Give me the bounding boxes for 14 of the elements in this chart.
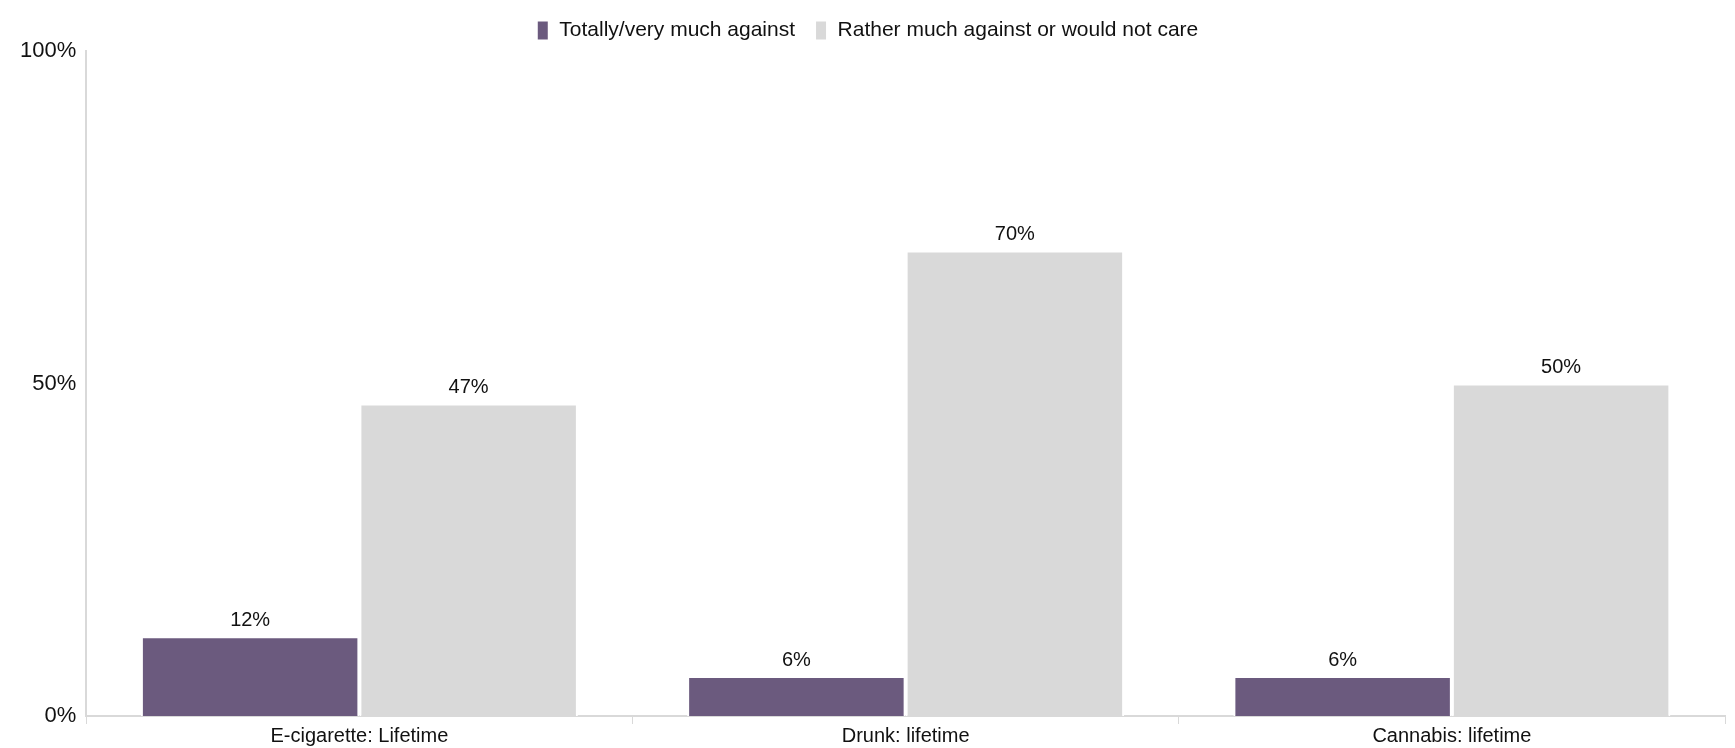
data-label: 12% (230, 607, 271, 630)
data-label: 47% (448, 374, 489, 397)
y-tick-label: 100% (19, 37, 77, 63)
legend-label: Totally/very much against (559, 17, 796, 41)
x-tick-label: Cannabis: lifetime (1372, 723, 1532, 746)
y-tick-label: 50% (32, 369, 77, 395)
x-tick-label: E-cigarette: Lifetime (270, 723, 449, 746)
x-tick-label: Drunk: lifetime (841, 723, 970, 746)
data-label: 70% (994, 222, 1036, 245)
y-tick-label: 0% (44, 702, 77, 728)
data-label: 50% (1541, 355, 1582, 378)
legend-label: Rather much against or would not care (837, 17, 1199, 41)
data-label: 6% (1328, 647, 1358, 670)
data-label: 6% (781, 647, 812, 670)
